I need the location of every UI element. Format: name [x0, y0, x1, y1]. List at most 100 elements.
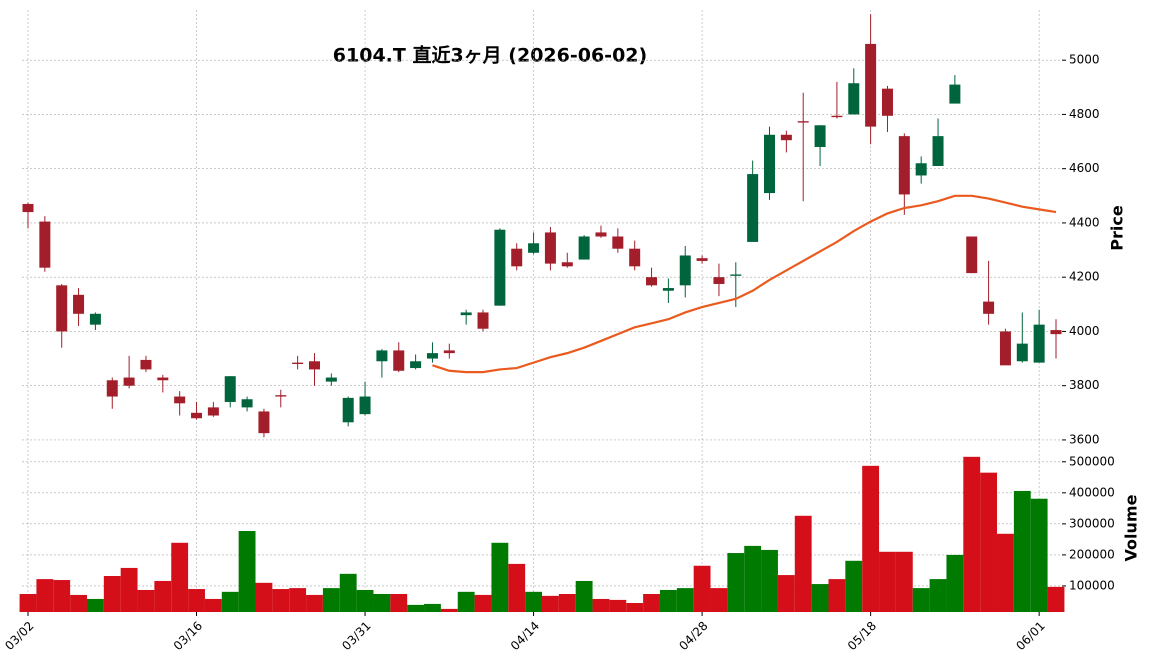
volume-bar: [53, 580, 71, 612]
volume-bar: [120, 567, 138, 612]
candle-body: [578, 236, 590, 260]
volume-bar: [643, 594, 660, 612]
volume-tick-label: 300000: [1069, 516, 1115, 530]
candle-body: [528, 243, 540, 253]
candle-body: [713, 277, 725, 284]
candle-body: [814, 125, 826, 147]
candle-body: [696, 258, 708, 261]
candle-body: [966, 236, 978, 274]
candle-body: [1033, 324, 1045, 363]
volume-bar: [811, 584, 829, 612]
volume-bar: [575, 580, 593, 612]
volume-bar: [609, 599, 627, 612]
volume-bar: [895, 551, 913, 612]
candle-body: [511, 248, 523, 267]
chart-title: 6104.T 直近3ヶ月 (2026-06-02): [333, 44, 647, 67]
volume-bar: [491, 542, 509, 612]
volume-bar: [744, 545, 762, 612]
volume-bar: [457, 591, 475, 612]
volume-tick-label: 400000: [1069, 485, 1115, 499]
candle-body: [898, 136, 910, 195]
volume-bar: [322, 588, 340, 612]
candle-body: [865, 43, 877, 127]
volume-bar: [727, 553, 745, 612]
candle-body: [1050, 330, 1062, 335]
volume-bar: [407, 604, 425, 612]
volume-bar: [626, 603, 644, 612]
volume-bar: [86, 598, 104, 612]
y-tick-label: 4000: [1069, 324, 1100, 338]
volume-bar: [929, 579, 947, 612]
candle-body: [915, 163, 927, 176]
volume-axis-label: Volume: [1122, 494, 1141, 561]
candle-body: [662, 288, 674, 291]
candle-body: [410, 361, 422, 369]
candle-body: [325, 377, 337, 382]
candle-body: [342, 397, 354, 423]
volume-bar: [154, 580, 172, 612]
volume-bar: [1047, 586, 1065, 612]
candle-body: [443, 350, 455, 354]
candle-body: [561, 262, 573, 267]
volume-bar: [542, 595, 559, 612]
moving-average: [432, 194, 1057, 374]
volume-bar: [204, 598, 222, 612]
candle-body: [207, 407, 219, 416]
volume-bar: [1030, 498, 1048, 612]
candle-body: [73, 294, 85, 314]
volume-bar: [558, 594, 576, 612]
candle-body: [275, 395, 287, 397]
volume-bar: [1013, 490, 1031, 612]
y-tick-label: 3800: [1069, 378, 1100, 392]
volume-bar: [592, 598, 610, 612]
candle-body: [39, 221, 51, 268]
volume-bar: [794, 515, 812, 612]
candle-body: [494, 229, 506, 306]
volume-bar: [70, 594, 87, 612]
candle-body: [56, 285, 68, 332]
volume-bar: [963, 456, 981, 612]
candle-body: [679, 255, 691, 286]
volume-bar: [306, 594, 323, 612]
candle-body: [764, 134, 776, 194]
candle-body: [780, 134, 792, 141]
volume-bar: [508, 563, 526, 612]
candle-body: [376, 350, 388, 362]
candle-body: [191, 412, 203, 419]
volume-bar: [710, 588, 728, 612]
candle-body: [241, 399, 253, 408]
volume-bar: [424, 603, 441, 612]
candle-body: [730, 274, 742, 276]
candle-body: [89, 313, 101, 325]
volume-bar: [171, 542, 189, 612]
volume-bar: [946, 554, 964, 612]
y-tick-label: 3600: [1069, 432, 1100, 446]
candle-body: [999, 331, 1011, 366]
y-axis-label: Price: [1108, 205, 1127, 251]
volume-bar: [980, 472, 998, 612]
volume-bar: [997, 533, 1014, 612]
candle-body: [983, 301, 995, 314]
volume-bar: [19, 594, 37, 612]
volume-bar: [693, 565, 711, 612]
volume-bar: [255, 582, 273, 612]
y-tick-label: 4200: [1069, 270, 1100, 284]
volume-bar: [879, 551, 896, 612]
candle-body: [831, 115, 843, 118]
candle-body: [797, 121, 809, 123]
volume-bar: [103, 576, 121, 612]
volume-bar: [912, 588, 930, 612]
candle-body: [612, 236, 624, 249]
volume-bar: [137, 589, 155, 612]
candle-body: [258, 411, 270, 434]
volume-bar: [845, 560, 863, 612]
candle-body: [848, 83, 860, 115]
candle-body: [123, 377, 135, 386]
candle-body: [544, 232, 556, 264]
volume-bar: [339, 573, 357, 612]
volume-bar: [659, 589, 677, 612]
volume-bar: [36, 579, 54, 612]
candle-body: [1016, 343, 1028, 362]
volume-bar: [474, 594, 492, 612]
volume-bar: [289, 588, 307, 612]
